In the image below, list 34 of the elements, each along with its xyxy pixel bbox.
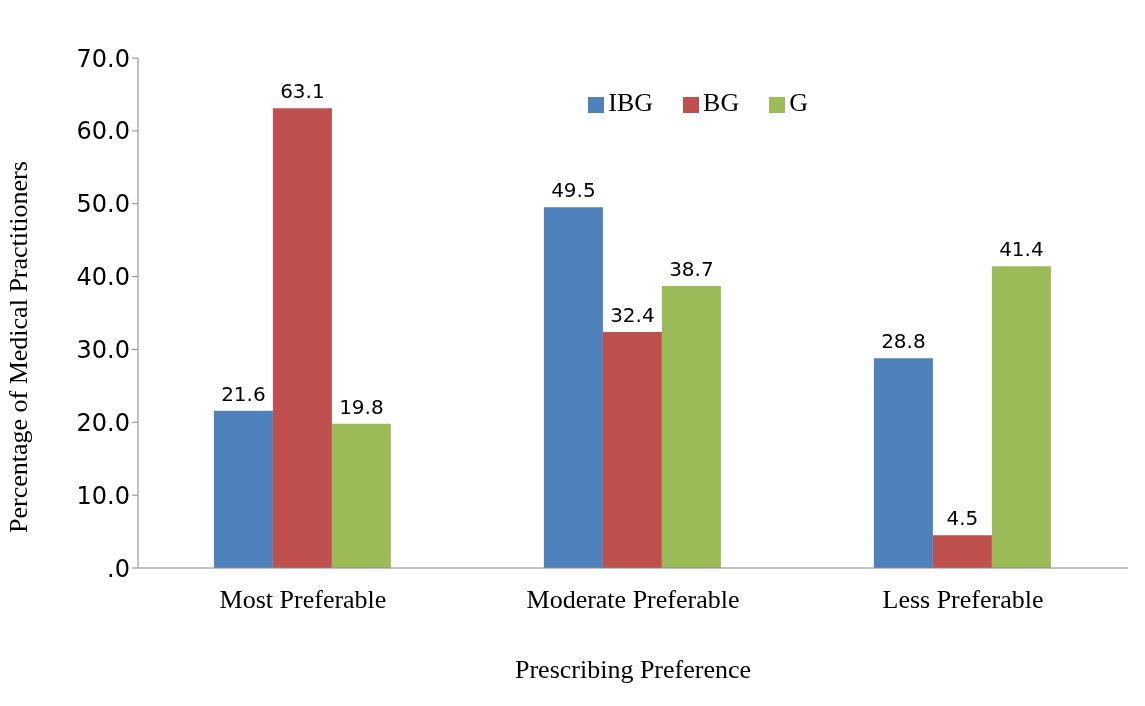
y-tick-label: 50.0 — [76, 190, 130, 219]
data-label: 38.7 — [669, 257, 714, 282]
bar — [661, 286, 721, 568]
bar — [602, 331, 662, 568]
bar — [331, 423, 391, 568]
data-label: 49.5 — [551, 178, 596, 203]
data-label: 19.8 — [339, 394, 384, 419]
bar — [213, 410, 273, 568]
data-label: 41.4 — [999, 237, 1044, 262]
y-tick-label: 30.0 — [76, 335, 130, 364]
bar — [543, 207, 603, 568]
x-tick-label: Moderate Preferable — [526, 585, 740, 615]
data-label: 28.8 — [881, 329, 926, 354]
y-tick-label: 20.0 — [76, 408, 130, 437]
y-tick-label: 70.0 — [76, 44, 130, 73]
data-label: 63.1 — [280, 79, 325, 104]
y-axis-title: Percentage of Medical Practitioners — [4, 161, 34, 533]
y-tick-label: 10.0 — [76, 481, 130, 510]
bar — [272, 108, 332, 568]
y-tick-label: .0 — [107, 554, 130, 583]
data-label: 4.5 — [946, 506, 979, 531]
y-tick-label: 60.0 — [76, 117, 130, 146]
data-label: 21.6 — [221, 381, 266, 406]
bar — [991, 266, 1051, 568]
x-tick-label: Less Preferable — [882, 585, 1044, 615]
legend-label: BG — [703, 88, 740, 117]
legend-label: IBG — [608, 88, 654, 117]
bar — [873, 358, 933, 568]
data-label: 32.4 — [610, 302, 655, 327]
y-tick-label: 40.0 — [76, 263, 130, 292]
x-tick-label: Most Preferable — [219, 585, 387, 615]
bar — [932, 535, 992, 568]
legend-label: G — [789, 88, 808, 117]
x-axis-title: Prescribing Preference — [514, 655, 752, 684]
